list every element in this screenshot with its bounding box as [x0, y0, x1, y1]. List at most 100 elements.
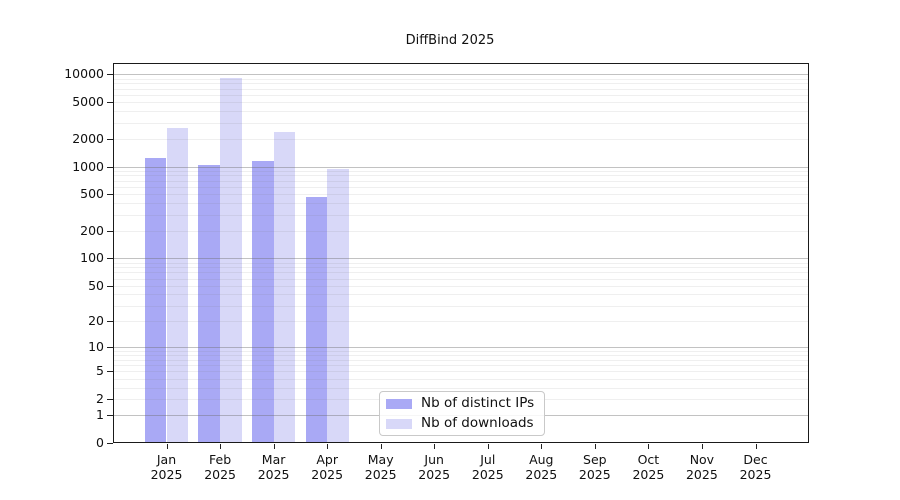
- gridline-10: [113, 347, 809, 348]
- bar-downloads-feb: [220, 78, 242, 443]
- y-tick-mark-5000: [107, 102, 113, 104]
- bar-ips-apr: [305, 196, 328, 443]
- gridline-30: [113, 305, 809, 307]
- legend: Nb of distinct IPs Nb of downloads: [379, 391, 545, 436]
- y-tick-mark-10000: [107, 74, 113, 76]
- y-tick-mark-200: [107, 230, 113, 232]
- legend-swatch-distinct-ips: [386, 398, 412, 409]
- chart-title: DiffBind 2025: [405, 33, 495, 48]
- x-tick-mark-jan: [166, 444, 168, 449]
- gridline-40: [113, 294, 809, 296]
- x-tick-label-oct: Oct 2025: [632, 452, 665, 482]
- gridline-600: [113, 186, 809, 188]
- x-tick-label-feb: Feb 2025: [204, 452, 236, 482]
- gridline-2000: [113, 138, 809, 140]
- y-tick-mark-10: [107, 347, 113, 348]
- gridline-50: [113, 285, 809, 287]
- gridline-700: [113, 180, 809, 182]
- x-tick-mark-sep: [594, 444, 596, 449]
- x-tick-label-mar: Mar 2025: [257, 452, 290, 482]
- gridline-900: [113, 170, 809, 172]
- y-tick-mark-0: [107, 443, 113, 444]
- gridline-90: [113, 262, 809, 264]
- gridline-3000: [113, 122, 809, 124]
- plot-area: [113, 63, 809, 443]
- gridline-1000: [113, 166, 809, 168]
- gridline-80: [113, 267, 809, 269]
- gridline-6: [113, 365, 809, 367]
- y-tick-mark-2000: [107, 138, 113, 140]
- x-tick-mark-may: [380, 444, 382, 449]
- gridline-8: [113, 355, 809, 357]
- x-tick-mark-oct: [648, 444, 650, 449]
- y-tick-label-2000: 2000: [72, 130, 104, 146]
- x-tick-label-dec: Dec 2025: [739, 452, 772, 482]
- legend-item-distinct-ips: Nb of distinct IPs: [386, 395, 538, 412]
- x-tick-label-jun: Jun 2025: [418, 452, 451, 482]
- y-tick-label-0: 0: [96, 435, 104, 450]
- gridline-300: [113, 214, 809, 216]
- gridline-60: [113, 278, 809, 280]
- y-tick-label-500: 500: [80, 186, 104, 202]
- gridline-4: [113, 378, 809, 380]
- y-tick-label-20: 20: [88, 313, 104, 329]
- y-tick-label-1000: 1000: [72, 158, 104, 174]
- legend-item-downloads: Nb of downloads: [386, 415, 538, 432]
- y-tick-label-10000: 10000: [64, 66, 104, 82]
- x-tick-label-aug: Aug 2025: [525, 452, 558, 482]
- x-tick-mark-jul: [487, 444, 489, 449]
- gridline-3: [113, 387, 809, 389]
- gridline-20: [113, 321, 809, 323]
- x-tick-label-jan: Jan 2025: [150, 452, 183, 482]
- gridline-5: [113, 371, 809, 373]
- bar-ips-feb: [198, 165, 221, 443]
- x-tick-mark-feb: [220, 444, 222, 449]
- gridline-9: [113, 350, 809, 352]
- x-tick-mark-jun: [434, 444, 436, 449]
- bar-ips-jan: [144, 157, 167, 443]
- y-tick-mark-100: [107, 258, 113, 260]
- y-tick-label-100: 100: [80, 250, 104, 266]
- x-tick-label-apr: Apr 2025: [311, 452, 344, 482]
- gridline-7: [113, 359, 809, 361]
- y-tick-label-5000: 5000: [72, 94, 104, 110]
- y-tick-label-2: 2: [96, 391, 104, 406]
- legend-label-downloads: Nb of downloads: [421, 415, 534, 431]
- x-tick-label-sep: Sep 2025: [578, 452, 611, 482]
- x-tick-mark-nov: [701, 444, 703, 449]
- bar-ips-mar: [251, 160, 274, 443]
- gridline-8000: [113, 83, 809, 85]
- bar-downloads-jan: [166, 128, 189, 443]
- gridline-800: [113, 175, 809, 177]
- y-tick-mark-1000: [107, 166, 113, 168]
- x-tick-mark-apr: [327, 444, 329, 449]
- x-tick-mark-mar: [273, 444, 275, 449]
- gridline-200: [113, 230, 809, 232]
- y-tick-mark-5: [107, 371, 113, 373]
- x-tick-label-nov: Nov 2025: [685, 452, 718, 482]
- y-tick-label-1: 1: [96, 407, 104, 423]
- gridline-100: [113, 258, 809, 260]
- gridline-500: [113, 194, 809, 196]
- y-tick-label-5: 5: [96, 363, 104, 379]
- y-tick-mark-500: [107, 194, 113, 196]
- bar-downloads-apr: [327, 169, 349, 443]
- gridline-6000: [113, 94, 809, 96]
- gridline-9000: [113, 78, 809, 80]
- y-tick-label-50: 50: [88, 277, 104, 293]
- x-tick-label-may: May 2025: [364, 452, 397, 482]
- gridline-400: [113, 203, 809, 205]
- y-tick-mark-2: [107, 399, 113, 400]
- gridline-4000: [113, 111, 809, 113]
- y-tick-label-200: 200: [80, 222, 104, 238]
- gridline-10000: [113, 74, 809, 76]
- gridline-70: [113, 272, 809, 274]
- x-tick-mark-dec: [755, 444, 757, 449]
- x-tick-mark-aug: [541, 444, 543, 449]
- y-tick-mark-1: [107, 415, 113, 417]
- legend-swatch-downloads: [386, 418, 412, 429]
- y-tick-label-10: 10: [88, 339, 104, 354]
- legend-label-distinct-ips: Nb of distinct IPs: [421, 395, 535, 411]
- gridline-5000: [113, 102, 809, 104]
